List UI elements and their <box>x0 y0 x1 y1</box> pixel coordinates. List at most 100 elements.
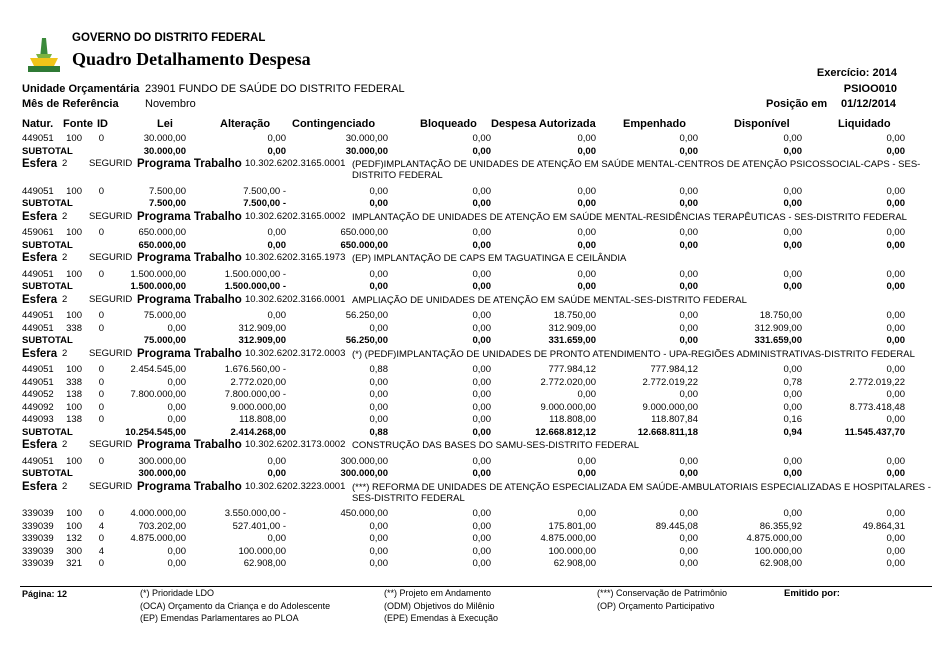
subtotal-cell: 12.668.811,18 <box>637 426 698 438</box>
cell: 449051 <box>22 185 54 197</box>
cell: 0 <box>98 389 104 400</box>
subtotal-cell: 300.000,00 <box>138 468 186 479</box>
subtotal-cell: 75.000,00 <box>143 335 186 346</box>
cell: 2.772.020,00 <box>540 376 596 388</box>
cell: 75.000,00 <box>143 310 186 321</box>
cell: 0,00 <box>369 389 389 400</box>
cell: 0,00 <box>783 508 803 519</box>
cell: 449093 <box>22 414 54 425</box>
cell: 175.801,00 <box>548 520 596 532</box>
cell: 0 <box>98 414 104 425</box>
cell: 0,00 <box>472 227 492 238</box>
cell: 312.909,00 <box>548 322 596 334</box>
cell: 1.500.000,00 - <box>224 268 286 280</box>
subtotal-cell: 0,00 <box>472 426 492 438</box>
subtotal-cell: 0,00 <box>472 335 492 346</box>
legend-item: (*) Prioridade LDO <box>140 588 215 598</box>
cell: 62.908,00 <box>553 558 596 569</box>
cell: 312.909,00 <box>238 322 286 334</box>
cell: 18.750,00 <box>759 310 802 321</box>
program-code: 10.302.6202.3172.0003 <box>245 347 346 359</box>
cell: 2.454.545,00 <box>130 364 186 375</box>
cell: 0 <box>98 376 104 388</box>
subtotal-cell: 0,00 <box>886 281 906 292</box>
footer-rule <box>20 586 932 587</box>
esfera-label: Esfera <box>22 210 58 223</box>
subtotal-label: SUBTOTAL <box>22 335 73 346</box>
cell: 338 <box>66 376 82 388</box>
cell: 0,00 <box>369 376 389 388</box>
cell: 0,00 <box>783 401 803 413</box>
cell: 0,00 <box>783 455 803 467</box>
subtotal-cell: 2.414.268,00 <box>230 426 286 438</box>
cell: 7.800.000,00 - <box>224 389 286 400</box>
legend-item: (EP) Emendas Parlamentares ao PLOA <box>140 613 299 623</box>
column-header: Despesa Autorizada <box>491 118 596 130</box>
cell: 100 <box>66 401 82 413</box>
cell: 4.875.000,00 <box>540 533 596 544</box>
cell: 0,00 <box>679 558 699 569</box>
cell: 0,00 <box>472 376 492 388</box>
esfera-label: Esfera <box>22 158 58 170</box>
cell: 0,00 <box>577 508 597 519</box>
subtotal-cell: 7.500,00 - <box>243 198 286 209</box>
cell: 0 <box>98 268 104 280</box>
cell: 2.772.019,22 <box>642 376 698 388</box>
cell: 0,00 <box>369 558 389 569</box>
cell: 0,00 <box>472 455 492 467</box>
cell: 0 <box>98 533 104 544</box>
cell: 7.500,00 <box>149 185 186 197</box>
subtotal-cell: 0,00 <box>369 198 389 209</box>
subtotal-cell: 0,00 <box>472 468 492 479</box>
cell: 0,00 <box>369 533 389 544</box>
cell: 0 <box>98 185 104 197</box>
cell: 0,00 <box>886 545 906 557</box>
cell: 0,00 <box>267 533 287 544</box>
cell: 449052 <box>22 389 54 400</box>
month-label: Mês de Referência <box>22 98 119 110</box>
cell: 0,00 <box>886 508 906 519</box>
cell: 0,00 <box>783 268 803 280</box>
subtotal-cell: 0,00 <box>472 281 492 292</box>
subtotal-cell: 300.000,00 <box>340 468 388 479</box>
subtotal-cell: 0,00 <box>472 145 492 157</box>
subtotal-cell: 331.659,00 <box>548 335 596 346</box>
cell: 650.000,00 <box>340 227 388 238</box>
cell: 0,00 <box>472 364 492 375</box>
page-number: Página: 12 <box>22 589 68 599</box>
cell: 0,88 <box>369 364 389 375</box>
cell: 459061 <box>22 227 54 238</box>
program-description: CONSTRUÇÃO DAS BASES DO SAMU-SES-DISTRIT… <box>352 440 639 451</box>
cell: 0,00 <box>886 268 906 280</box>
esfera-label: Esfera <box>22 347 58 360</box>
cell: 0,78 <box>783 376 803 388</box>
cell: 62.908,00 <box>759 558 802 569</box>
cell: 0,00 <box>167 558 187 569</box>
subtotal-cell: 0,00 <box>679 198 699 209</box>
cell: 100 <box>66 268 82 280</box>
cell: 100 <box>66 364 82 375</box>
cell: 0,00 <box>369 545 389 557</box>
esfera-label: Esfera <box>22 480 58 493</box>
cell: 100 <box>66 520 82 532</box>
cell: 0,00 <box>472 545 492 557</box>
cell: 0,00 <box>472 268 492 280</box>
esfera-function: SEGURID <box>89 252 133 263</box>
cell: 777.984,12 <box>548 364 596 375</box>
cell: 118.808,00 <box>239 414 286 425</box>
government: GOVERNO DO DISTRITO FEDERAL <box>72 32 266 44</box>
cell: 449051 <box>22 268 54 280</box>
cell: 0,00 <box>577 227 597 238</box>
cell: 100 <box>66 227 82 238</box>
subtotal-cell: 0,00 <box>679 281 699 292</box>
cell: 100 <box>66 133 82 144</box>
cell: 30.000,00 <box>143 133 186 144</box>
subtotal-cell: 0,00 <box>783 239 803 251</box>
cell: 0,00 <box>167 545 187 557</box>
cell: 49.864,31 <box>862 520 905 532</box>
cell: 339039 <box>22 508 54 519</box>
cell: 7.500,00 - <box>243 185 286 197</box>
cell: 0,00 <box>679 545 699 557</box>
subtotal-cell: 30.000,00 <box>143 145 186 157</box>
